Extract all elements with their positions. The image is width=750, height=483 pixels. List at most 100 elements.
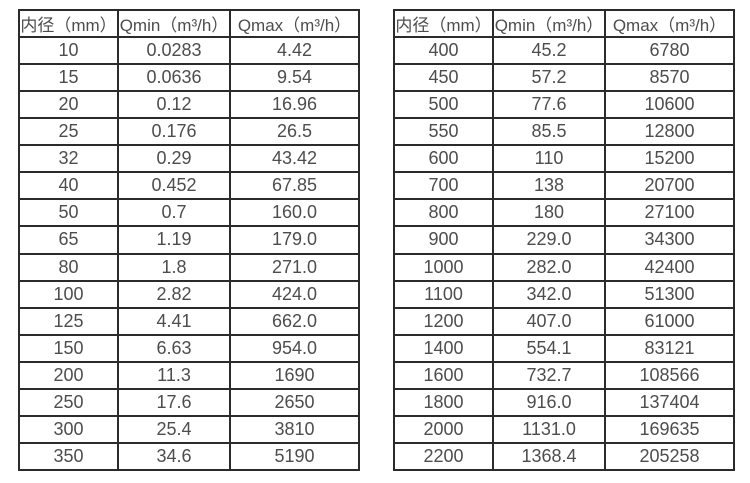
diameter-cell: 550 — [393, 117, 494, 147]
qmax-cell: 179.0 — [229, 225, 360, 255]
diameter-cell: 125 — [18, 306, 119, 336]
qmax-cell: 954.0 — [229, 333, 360, 363]
qmin-cell: 180 — [492, 198, 606, 228]
column-header: Qmin（m³/h） — [117, 9, 231, 38]
column-header: Qmax（m³/h） — [604, 9, 735, 38]
qmax-cell: 205258 — [604, 441, 735, 472]
qmin-cell: 0.12 — [117, 90, 231, 120]
diameter-cell: 50 — [18, 198, 119, 228]
qmin-cell: 1.19 — [117, 225, 231, 255]
table-row: 1200 407.0 61000 — [393, 306, 735, 336]
qmax-cell: 51300 — [604, 279, 735, 309]
qmin-cell: 1368.4 — [492, 441, 606, 472]
table-row: 1100 342.0 51300 — [393, 279, 735, 309]
qmax-cell: 8570 — [604, 63, 735, 93]
qmax-cell: 169635 — [604, 414, 735, 444]
table-row: 20 0.12 16.96 — [18, 90, 360, 120]
qmax-cell: 4.42 — [229, 35, 360, 66]
qmin-cell: 138 — [492, 171, 606, 201]
diameter-cell: 1400 — [393, 333, 494, 363]
qmin-cell: 11.3 — [117, 360, 231, 390]
qmax-cell: 42400 — [604, 252, 735, 282]
diameter-cell: 1200 — [393, 306, 494, 336]
column-header: 内径（mm） — [18, 9, 119, 38]
table-row: 15 0.0636 9.54 — [18, 63, 360, 93]
table-row: 450 57.2 8570 — [393, 63, 735, 93]
table-row: 250 17.6 2650 — [18, 387, 360, 417]
diameter-cell: 65 — [18, 225, 119, 255]
diameter-cell: 40 — [18, 171, 119, 201]
qmax-cell: 27100 — [604, 198, 735, 228]
qmax-cell: 9.54 — [229, 63, 360, 93]
table-row: 2200 1368.4 205258 — [393, 441, 735, 472]
qmax-cell: 34300 — [604, 225, 735, 255]
table-row: 700 138 20700 — [393, 171, 735, 201]
diameter-cell: 2200 — [393, 441, 494, 472]
table-row: 2000 1131.0 169635 — [393, 414, 735, 444]
qmax-cell: 424.0 — [229, 279, 360, 309]
qmax-cell: 43.42 — [229, 144, 360, 174]
diameter-cell: 15 — [18, 63, 119, 93]
diameter-cell: 1000 — [393, 252, 494, 282]
qmax-cell: 20700 — [604, 171, 735, 201]
qmin-cell: 554.1 — [492, 333, 606, 363]
diameter-cell: 600 — [393, 144, 494, 174]
qmax-cell: 6780 — [604, 35, 735, 66]
flow-spec-table-small-diameters: 内径（mm） Qmin（m³/h） Qmax（m³/h） 10 0.0283 4.42 15… — [18, 9, 360, 472]
qmin-cell: 1131.0 — [492, 414, 606, 444]
qmin-cell: 0.7 — [117, 198, 231, 228]
diameter-cell: 700 — [393, 171, 494, 201]
qmax-cell: 108566 — [604, 360, 735, 390]
table-row: 1600 732.7 108566 — [393, 360, 735, 390]
qmin-cell: 342.0 — [492, 279, 606, 309]
qmax-cell: 1690 — [229, 360, 360, 390]
qmin-cell: 45.2 — [492, 35, 606, 66]
diameter-cell: 300 — [18, 414, 119, 444]
table-row: 300 25.4 3810 — [18, 414, 360, 444]
column-header: 内径（mm） — [393, 9, 494, 38]
qmin-cell: 282.0 — [492, 252, 606, 282]
flow-spec-table-large-diameters: 内径（mm） Qmin（m³/h） Qmax（m³/h） 400 45.2 6780 450… — [393, 9, 735, 472]
qmax-cell: 160.0 — [229, 198, 360, 228]
table-row: 550 85.5 12800 — [393, 117, 735, 147]
qmax-cell: 26.5 — [229, 117, 360, 147]
diameter-cell: 1800 — [393, 387, 494, 417]
qmax-cell: 137404 — [604, 387, 735, 417]
diameter-cell: 500 — [393, 90, 494, 120]
diameter-cell: 80 — [18, 252, 119, 282]
table-row: 40 0.452 67.85 — [18, 171, 360, 201]
qmin-cell: 916.0 — [492, 387, 606, 417]
column-header: Qmax（m³/h） — [229, 9, 360, 38]
diameter-cell: 32 — [18, 144, 119, 174]
table-row: 900 229.0 34300 — [393, 225, 735, 255]
qmax-cell: 15200 — [604, 144, 735, 174]
qmin-cell: 110 — [492, 144, 606, 174]
qmax-cell: 61000 — [604, 306, 735, 336]
table-row: 10 0.0283 4.42 — [18, 35, 360, 66]
qmin-cell: 2.82 — [117, 279, 231, 309]
diameter-cell: 2000 — [393, 414, 494, 444]
column-header: Qmin（m³/h） — [492, 9, 606, 38]
table-row: 800 180 27100 — [393, 198, 735, 228]
table-row: 25 0.176 26.5 — [18, 117, 360, 147]
table-row: 350 34.6 5190 — [18, 441, 360, 472]
qmin-cell: 0.29 — [117, 144, 231, 174]
table-row: 200 11.3 1690 — [18, 360, 360, 390]
qmax-cell: 83121 — [604, 333, 735, 363]
diameter-cell: 800 — [393, 198, 494, 228]
qmin-cell: 34.6 — [117, 441, 231, 472]
table-row: 65 1.19 179.0 — [18, 225, 360, 255]
diameter-cell: 1600 — [393, 360, 494, 390]
table-row: 50 0.7 160.0 — [18, 198, 360, 228]
qmax-cell: 16.96 — [229, 90, 360, 120]
qmin-cell: 732.7 — [492, 360, 606, 390]
table-row: 600 110 15200 — [393, 144, 735, 174]
qmin-cell: 229.0 — [492, 225, 606, 255]
diameter-cell: 100 — [18, 279, 119, 309]
table-row: 80 1.8 271.0 — [18, 252, 360, 282]
qmin-cell: 57.2 — [492, 63, 606, 93]
header-row: 内径（mm） Qmin（m³/h） Qmax（m³/h） — [18, 9, 360, 38]
qmax-cell: 2650 — [229, 387, 360, 417]
qmax-cell: 12800 — [604, 117, 735, 147]
